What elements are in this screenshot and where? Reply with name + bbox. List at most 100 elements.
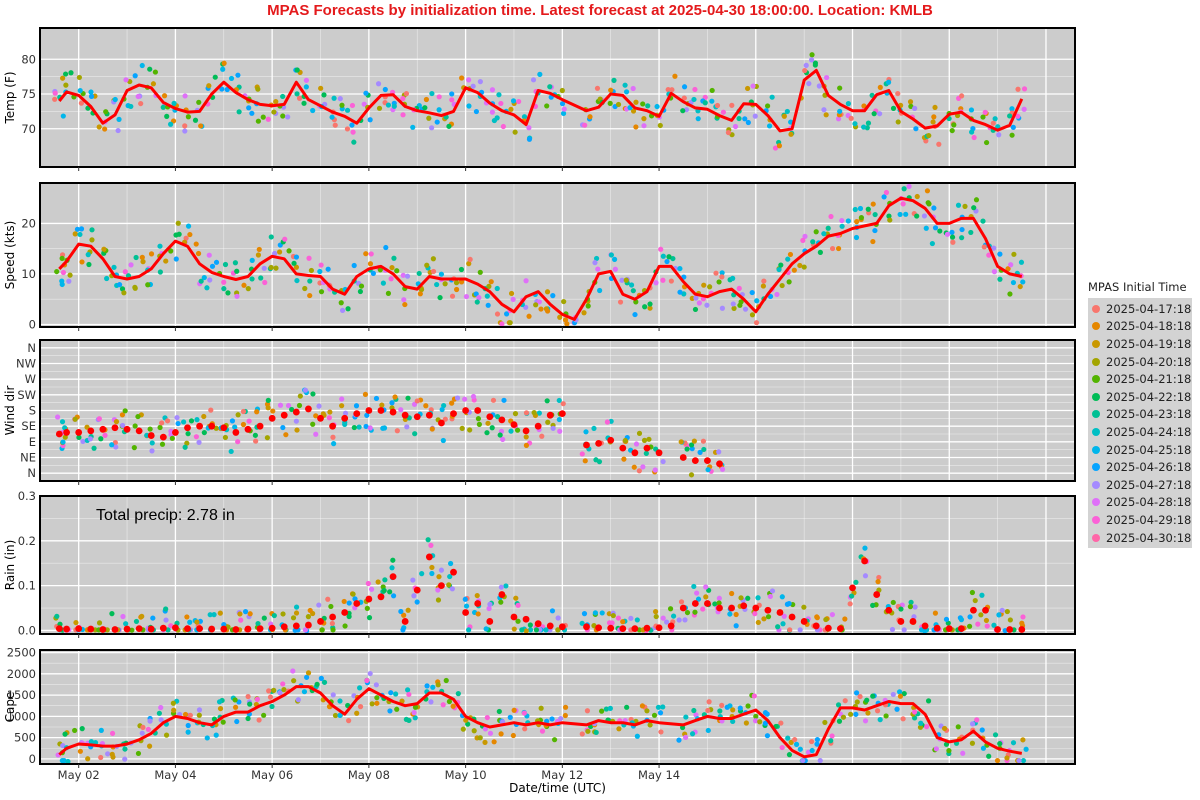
forecast-point <box>660 615 666 621</box>
forecast-point <box>418 286 425 293</box>
forecast-point <box>817 757 823 764</box>
forecast-point <box>933 746 939 752</box>
forecast-point <box>310 421 316 427</box>
latest-forecast-point <box>425 411 433 419</box>
forecast-point <box>169 435 175 441</box>
forecast-point <box>85 252 91 258</box>
forecast-point <box>785 256 791 262</box>
forecast-point <box>306 255 312 261</box>
forecast-point <box>657 710 664 716</box>
forecast-point <box>496 92 502 98</box>
forecast-point <box>670 613 677 619</box>
forecast-point <box>399 698 405 704</box>
forecast-point <box>825 225 831 231</box>
forecast-point <box>716 279 722 285</box>
forecast-point <box>1007 617 1013 623</box>
forecast-point <box>769 588 776 594</box>
forecast-point <box>403 91 410 97</box>
forecast-point <box>175 220 181 226</box>
latest-forecast-point <box>812 622 820 630</box>
forecast-point <box>80 438 86 445</box>
forecast-point <box>550 293 556 299</box>
forecast-point <box>716 595 722 601</box>
forecast-point <box>527 622 533 628</box>
forecast-point <box>193 434 199 440</box>
panel-temp: 70 75 80 Temp (F) <box>3 27 1076 171</box>
forecast-point <box>1020 279 1026 285</box>
forecast-point <box>762 720 769 726</box>
forecast-point <box>624 704 630 710</box>
forecast-point <box>556 397 562 404</box>
latest-forecast-point <box>389 573 397 581</box>
forecast-point <box>245 693 251 700</box>
forecast-point <box>755 619 761 626</box>
forecast-point <box>221 621 227 628</box>
forecast-point <box>582 458 588 464</box>
latest-forecast-point <box>208 625 216 633</box>
forecast-point <box>749 289 755 296</box>
y-tick-label: W <box>25 372 36 386</box>
forecast-point <box>544 718 550 724</box>
forecast-point <box>944 231 951 237</box>
forecast-point <box>564 321 570 327</box>
legend-label: 2025-04-20:18 <box>1106 354 1192 369</box>
forecast-point <box>691 583 697 590</box>
forecast-point <box>280 424 286 431</box>
forecast-point <box>289 406 295 413</box>
forecast-point <box>122 756 128 762</box>
forecast-point <box>730 301 736 307</box>
latest-forecast-point <box>87 625 95 633</box>
forecast-point <box>636 468 642 474</box>
forecast-point <box>778 262 784 268</box>
latest-forecast-point <box>55 430 63 438</box>
forecast-point <box>797 746 803 752</box>
forecast-point <box>857 693 863 700</box>
forecast-point <box>240 408 247 415</box>
forecast-point <box>764 103 771 109</box>
forecast-point <box>494 311 501 317</box>
forecast-point <box>1020 614 1026 620</box>
forecast-point <box>337 96 343 102</box>
latest-forecast-point <box>619 625 627 633</box>
forecast-point <box>449 293 456 299</box>
forecast-point <box>854 219 860 225</box>
forecast-point <box>611 77 617 83</box>
forecast-point <box>979 592 985 598</box>
forecast-point <box>417 291 423 297</box>
forecast-point <box>477 269 483 275</box>
forecast-point <box>912 604 918 610</box>
forecast-point <box>394 428 400 434</box>
forecast-point <box>241 282 247 288</box>
forecast-point <box>159 441 166 447</box>
forecast-point <box>1017 283 1023 290</box>
latest-forecast-point <box>873 591 881 598</box>
forecast-point <box>814 741 820 747</box>
y-tick-label: 0 <box>29 752 36 766</box>
forecast-point <box>967 614 973 620</box>
forecast-point <box>561 298 567 305</box>
forecast-point <box>349 102 356 109</box>
forecast-point <box>669 87 675 93</box>
forecast-point <box>921 213 928 219</box>
forecast-point <box>429 564 435 571</box>
forecast-point <box>449 400 455 406</box>
forecast-point <box>931 114 937 120</box>
forecast-point <box>890 105 897 111</box>
forecast-point <box>474 592 480 599</box>
forecast-point <box>727 611 733 617</box>
forecast-point <box>510 732 516 739</box>
forecast-point <box>234 293 240 299</box>
forecast-point <box>87 436 93 442</box>
forecast-point <box>339 102 345 108</box>
forecast-point <box>132 284 138 290</box>
forecast-point <box>628 615 634 621</box>
forecast-point <box>357 704 364 710</box>
forecast-point <box>436 574 442 580</box>
forecast-point <box>742 306 749 312</box>
forecast-point <box>745 703 751 709</box>
forecast-point <box>72 727 78 734</box>
forecast-point <box>486 605 492 612</box>
forecast-point <box>802 233 808 239</box>
y-axis-label: Temp (F) <box>3 71 17 124</box>
forecast-point <box>419 571 425 577</box>
